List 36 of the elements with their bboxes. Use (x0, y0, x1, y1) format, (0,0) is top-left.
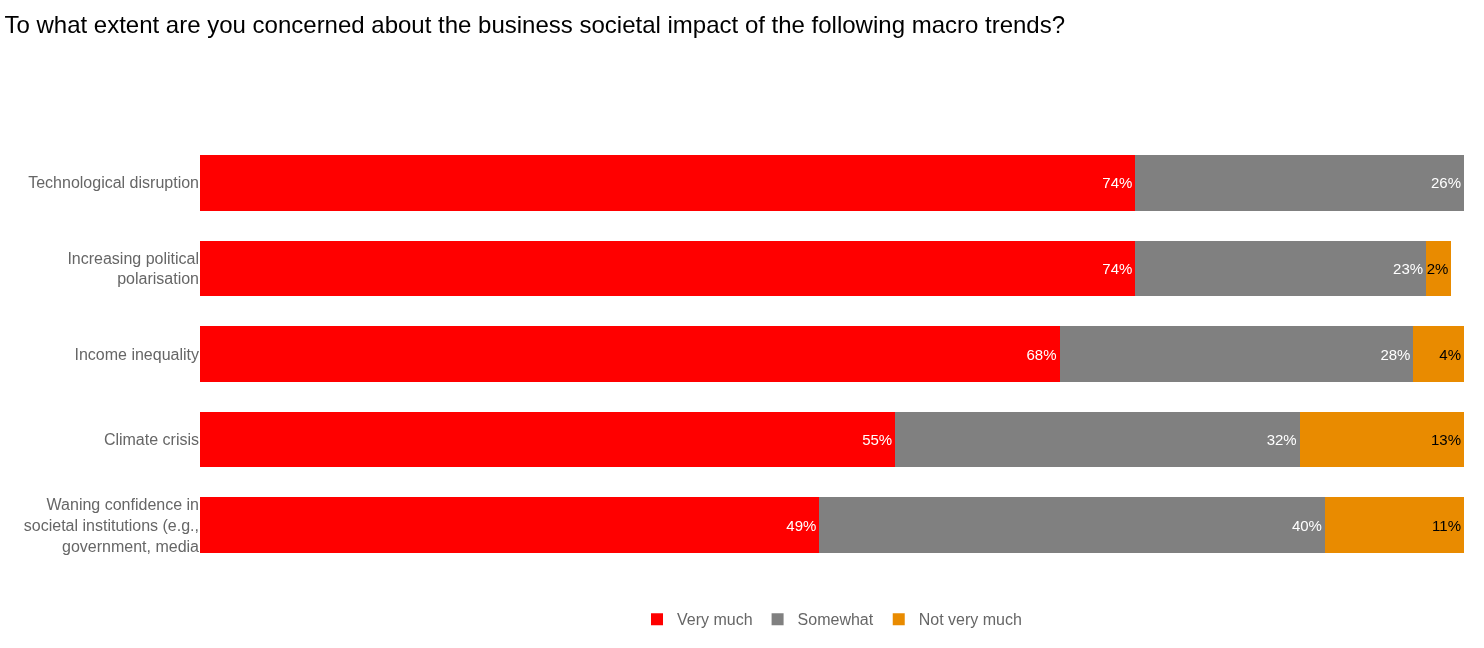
bar (1135, 154, 1464, 211)
data-label: 13% (1430, 431, 1461, 449)
data-label: 74% (1102, 259, 1133, 277)
bar (895, 411, 1300, 468)
y-tick-label: Technological disruption (28, 174, 199, 192)
chart-title: To what extent are you concerned about the business societal impact of the following macro trends? (4, 11, 1066, 38)
bar (200, 411, 896, 468)
bar (1324, 497, 1464, 554)
y-tick-label: Waning confidence in societal institutions (e.g., government, media (23, 496, 200, 555)
y-tick-label: Income inequality (74, 345, 199, 363)
data-label: 26% (1430, 174, 1461, 192)
bar (200, 497, 820, 554)
data-label: 74% (1102, 174, 1133, 192)
data-label: 40% (1291, 516, 1322, 534)
bar (1135, 240, 1427, 297)
data-label: 4% (1439, 345, 1461, 363)
data-label: 23% (1393, 259, 1424, 277)
data-label: 32% (1266, 431, 1297, 449)
bar (200, 154, 1136, 211)
legend-label: Not very much (918, 611, 1022, 629)
y-tick-label: Increasing political polarisation (67, 249, 199, 288)
data-label: 2% (1426, 259, 1449, 277)
data-label: 11% (1432, 516, 1461, 534)
data-label: 68% (1026, 345, 1057, 363)
bar (819, 497, 1325, 554)
bar (1059, 326, 1414, 382)
data-label: 55% (862, 431, 893, 449)
legend-label: Very much (677, 611, 753, 629)
bar (200, 326, 1060, 382)
bar (1299, 411, 1464, 468)
data-label: 49% (786, 516, 817, 534)
bar (200, 240, 1136, 297)
y-tick-label: Climate crisis (103, 431, 199, 449)
legend-label: Somewhat (797, 611, 874, 629)
bar (1413, 326, 1464, 382)
data-label: 28% (1380, 345, 1411, 363)
